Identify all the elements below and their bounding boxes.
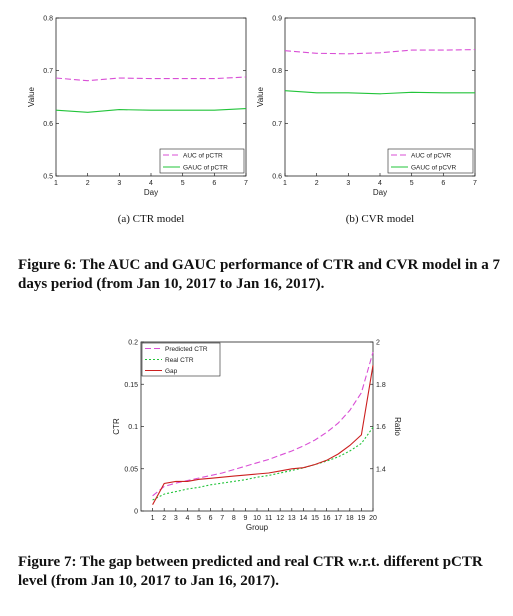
x-tick-label: 7 [473, 180, 477, 187]
legend-label: Gap [165, 368, 178, 375]
x-tick-label: 20 [369, 515, 377, 522]
series-line-gauc-of-pcvr [284, 90, 475, 95]
y-axis-label: Value [27, 87, 36, 107]
x-tick-label: 9 [243, 515, 247, 522]
x-tick-label: 6 [441, 180, 445, 187]
y-right-tick-label: 1.6 [376, 424, 386, 431]
x-tick-label: 7 [220, 515, 224, 522]
y-tick-label: 0.5 [43, 174, 53, 181]
legend-label: GAUC of pCVR [411, 164, 456, 171]
x-tick-label: 5 [197, 515, 201, 522]
x-tick-label: 13 [288, 515, 296, 522]
y-axis-label: CTR [112, 418, 121, 435]
y-tick-label: 0.6 [272, 174, 282, 181]
x-tick-label: 11 [265, 515, 272, 522]
series-line-predicted-ctr [152, 351, 374, 497]
chart-ctr: 1 2 3 4 5 6 7 0.5 0.6 0.7 0.8 Day Value AUC of pCTR GA… [27, 16, 248, 226]
y-tick-label: 0.2 [128, 340, 138, 347]
figure6-caption: Figure 6: The AUC and GAUC performance o… [18, 257, 500, 292]
series-line-auc-of-pctr [55, 76, 247, 82]
y-right-axis-label: Ratio [393, 417, 402, 436]
y-right-tick-label: 1.8 [376, 382, 386, 389]
y-tick-label: 0.8 [43, 16, 53, 23]
x-tick-label: 4 [378, 180, 382, 187]
x-tick-label: 1 [151, 515, 155, 522]
figure7-caption: Figure 7: The gap between predicted and … [18, 554, 483, 589]
x-tick-label: 2 [315, 180, 319, 187]
legend-label: Real CTR [165, 357, 194, 364]
series-line-real-ctr [152, 426, 374, 501]
x-tick-label: 1 [54, 180, 58, 187]
x-tick-label: 10 [253, 515, 261, 522]
chart-cvr: 1 2 3 4 5 6 7 0.6 0.7 0.8 0.9 Day Value AUC of pCVR GA… [256, 16, 477, 226]
x-tick-label: 3 [174, 515, 178, 522]
series-line-gauc-of-pctr [55, 108, 247, 113]
y-axis-label: Value [256, 87, 265, 107]
y-tick-label: 0.05 [124, 466, 138, 473]
x-tick-label: 6 [209, 515, 213, 522]
x-tick-label: 4 [149, 180, 153, 187]
x-tick-label: 18 [346, 515, 354, 522]
y-tick-label: 0.7 [272, 121, 282, 128]
y-right-tick-label: 1.4 [376, 466, 386, 473]
legend-label: GAUC of pCTR [183, 164, 228, 171]
x-tick-label: 2 [162, 515, 166, 522]
y-tick-label: 0.9 [272, 16, 282, 23]
y-tick-label: 0.6 [43, 121, 53, 128]
x-tick-label: 19 [358, 515, 366, 522]
y-tick-label: 0 [134, 509, 138, 516]
y-tick-label: 0.15 [124, 382, 138, 389]
x-tick-label: 3 [117, 180, 121, 187]
subcaption: (a) CTR model [118, 213, 185, 225]
legend-label: AUC of pCTR [183, 152, 223, 159]
legend-label: Predicted CTR [165, 346, 208, 353]
x-tick-label: 1 [283, 180, 287, 187]
y-tick-label: 0.7 [43, 68, 53, 75]
subcaption: (b) CVR model [346, 213, 414, 225]
x-tick-label: 14 [300, 515, 308, 522]
legend-box [387, 148, 474, 174]
legend-label: AUC of pCVR [411, 152, 451, 159]
chart-gap: 1 2 3 4 5 6 7 8 9 10 11 12 13 14 15 16 17 18 19 2000.050.10… [112, 340, 402, 533]
x-tick-label: 15 [311, 515, 319, 522]
x-tick-label: 5 [410, 180, 414, 187]
y-tick-label: 0.8 [272, 68, 282, 75]
x-tick-label: 4 [185, 515, 189, 522]
x-tick-label: 5 [181, 180, 185, 187]
series-line-auc-of-pcvr [284, 49, 476, 55]
x-axis-label: Day [373, 188, 387, 197]
x-tick-label: 16 [323, 515, 331, 522]
x-tick-label: 8 [232, 515, 236, 522]
y-tick-label: 0.1 [128, 424, 138, 431]
y-right-tick-label: 2 [376, 340, 380, 347]
x-axis-label: Group [246, 523, 269, 532]
series-line-gap [152, 365, 374, 505]
x-tick-label: 12 [276, 515, 284, 522]
x-tick-label: 2 [86, 180, 90, 187]
x-tick-label: 6 [212, 180, 216, 187]
legend-box [159, 148, 245, 174]
x-tick-label: 7 [244, 180, 248, 187]
x-axis-label: Day [144, 188, 158, 197]
x-tick-label: 3 [346, 180, 350, 187]
x-tick-label: 17 [334, 515, 342, 522]
